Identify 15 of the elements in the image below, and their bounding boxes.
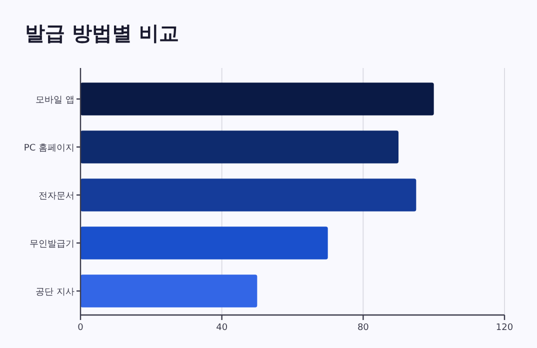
y-tick-label: 모바일 앱: [36, 96, 74, 106]
y-tick-label: 무인발급기: [30, 240, 74, 250]
x-tick-label: 80: [357, 323, 370, 333]
bar: [80, 130, 398, 164]
y-tick-label: 전자문서: [38, 192, 74, 202]
chart-title: 발급 방법별 비교: [25, 21, 179, 45]
y-tick-label: PC 홈페이지: [24, 144, 74, 154]
x-tick-label: 0: [78, 323, 84, 333]
bar: [80, 274, 258, 308]
x-tick-label: 120: [496, 323, 514, 333]
y-tick-label: 공단 지사: [36, 288, 74, 298]
x-tick-label: 40: [216, 323, 228, 333]
bar: [80, 226, 328, 260]
bar: [80, 82, 434, 116]
bar: [80, 178, 416, 212]
